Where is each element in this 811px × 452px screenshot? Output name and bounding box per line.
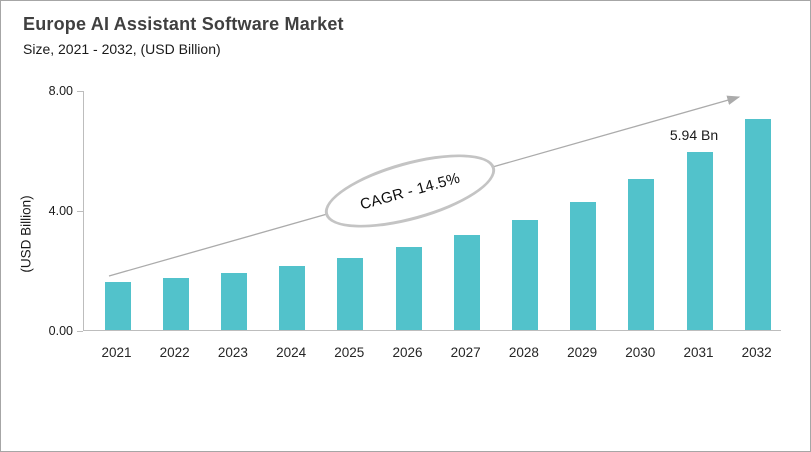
x-label-2024: 2024 <box>276 345 307 360</box>
bar-2032 <box>744 119 771 330</box>
bar-2024 <box>279 266 306 330</box>
y-tick-label-4: 4.00 <box>48 204 73 218</box>
x-axis-labels: 2021 2022 2023 2024 2025 2026 2027 2028 2029 2030… <box>83 345 781 365</box>
y-tick-mark-8 <box>77 91 83 92</box>
x-label-2023: 2023 <box>217 345 248 360</box>
bar-2023 <box>220 273 247 330</box>
bar-2022 <box>162 278 189 330</box>
bar-2030 <box>628 179 655 330</box>
x-label-2021: 2021 <box>101 345 132 360</box>
y-tick-label-8: 8.00 <box>48 84 73 98</box>
x-label-2026: 2026 <box>392 345 423 360</box>
chart-subtitle: Size, 2021 - 2032, (USD Billion) <box>23 41 221 57</box>
x-label-2031: 2031 <box>683 345 714 360</box>
bar-2027 <box>453 235 480 330</box>
x-label-2022: 2022 <box>159 345 190 360</box>
chart-title: Europe AI Assistant Software Market <box>23 14 344 34</box>
y-tick-label-0: 0.00 <box>48 324 73 338</box>
x-label-2025: 2025 <box>334 345 365 360</box>
bar-2021 <box>104 282 131 330</box>
bar-2025 <box>337 258 364 330</box>
bar-2028 <box>511 220 538 330</box>
bar-2026 <box>395 247 422 330</box>
data-label-2031: 5.94 Bn <box>669 127 719 143</box>
y-axis-title: (USD Billion) <box>18 195 34 273</box>
x-label-2032: 2032 <box>741 345 772 360</box>
cagr-label: CAGR - 14.5% <box>358 169 462 213</box>
x-label-2030: 2030 <box>625 345 656 360</box>
y-tick-mark-4 <box>77 211 83 212</box>
y-tick-mark-0 <box>77 331 83 332</box>
x-label-2029: 2029 <box>567 345 598 360</box>
x-label-2027: 2027 <box>450 345 481 360</box>
x-label-2028: 2028 <box>508 345 539 360</box>
bar-2029 <box>570 202 597 330</box>
bar-2031 <box>686 152 713 330</box>
